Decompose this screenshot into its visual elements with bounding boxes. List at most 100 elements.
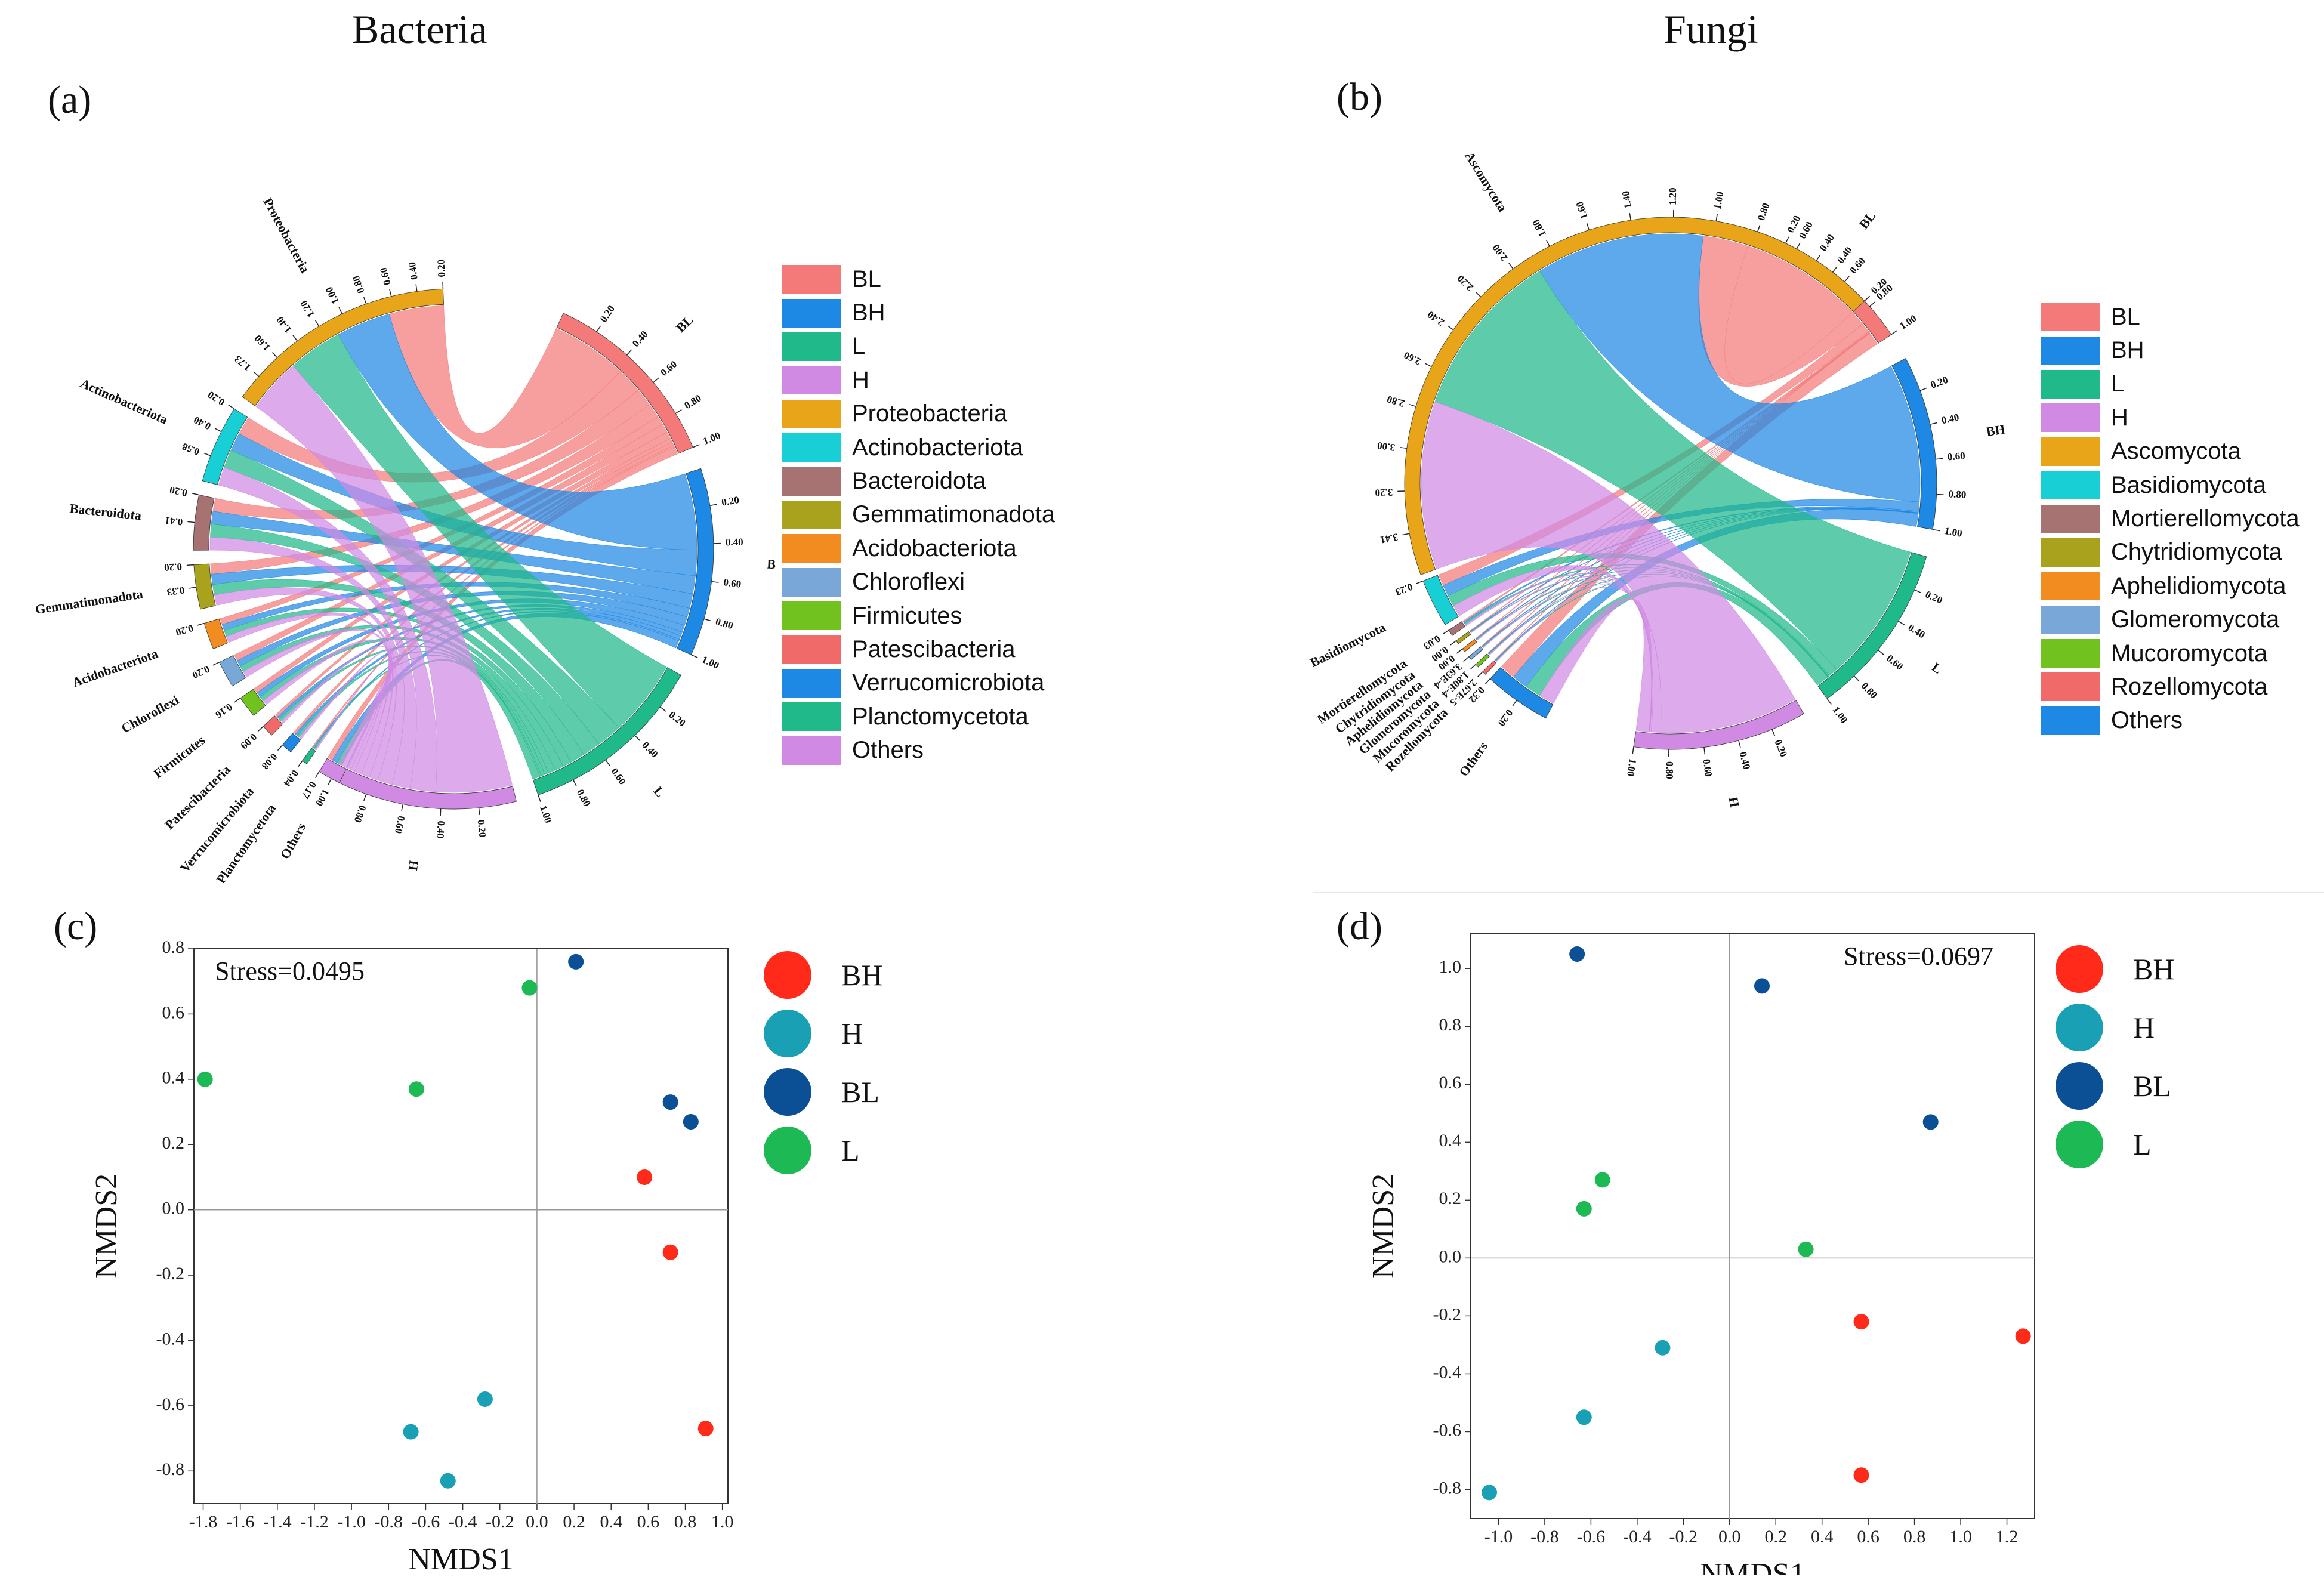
tick-mark	[703, 618, 711, 622]
tick-label: 0.60	[1701, 758, 1715, 777]
legend-dot	[764, 1068, 811, 1116]
point-h	[440, 1473, 456, 1489]
arc-band	[1462, 638, 1477, 652]
tick-label: 0.40	[1817, 232, 1837, 253]
x-tick-label: 1.2	[1996, 1527, 2019, 1547]
arc-band	[1455, 631, 1471, 644]
tick-mark	[1545, 239, 1550, 247]
tick-mark	[675, 409, 682, 414]
tick-mark	[187, 521, 195, 523]
tick-label: 0.80	[1859, 680, 1879, 701]
y-tick-label: -0.4	[156, 1329, 185, 1348]
panel-label-a: (a)	[48, 78, 92, 122]
arc-bacteroidota: 0.41 0.20 Bacteroidota	[69, 484, 215, 551]
tick-mark	[1586, 223, 1590, 230]
x-tick-label: 0.8	[1903, 1527, 1926, 1547]
arc-label: Actinobacteriota	[78, 375, 170, 427]
legend-c-item-bh: BH	[764, 946, 882, 1004]
tick-label: 0.20	[1496, 707, 1516, 728]
y-tick-label: 0.6	[162, 1002, 185, 1022]
y-tick-label: 1.0	[1439, 957, 1462, 977]
tick-mark	[1442, 629, 1449, 635]
arc-band	[282, 733, 301, 752]
legend-dot	[2056, 1121, 2103, 1168]
legend-label: BL	[2133, 1069, 2171, 1103]
tick-label: 0.20	[169, 484, 189, 499]
chord-diagram-fungi: 0.200.400.600.801.00BL0.200.400.600.801.…	[1308, 149, 2007, 808]
panel-label-c: (c)	[54, 905, 98, 948]
legend-swatch	[782, 467, 841, 496]
fungi-title: Fungi	[1663, 7, 1758, 52]
tick-mark	[1456, 648, 1463, 654]
x-tick-label: -1.2	[300, 1512, 329, 1532]
tick-label: 1.80	[1530, 218, 1548, 239]
tick-mark	[538, 795, 541, 802]
tick-label: 0.80	[352, 804, 369, 824]
tick-mark	[1869, 301, 1875, 307]
arc-label: H	[1726, 795, 1742, 808]
tick-mark	[693, 444, 700, 448]
tick-label: 0.33	[166, 584, 185, 598]
y-tick-label: -0.8	[1433, 1478, 1462, 1498]
x-tick-label: -0.2	[1669, 1527, 1698, 1547]
tick-label: 2.40	[1425, 308, 1446, 328]
tick-label: 0.60	[658, 359, 679, 379]
legend-swatch	[2041, 572, 2100, 601]
legend-a-item-chloroflexi: Chloroflexi	[782, 566, 1055, 599]
x-tick-label: -1.0	[337, 1512, 366, 1532]
tick-mark	[1832, 266, 1838, 273]
legend-label: L	[841, 1134, 860, 1167]
tick-label: 0.40	[640, 739, 660, 760]
legend-dot	[2056, 1004, 2103, 1051]
y-axis-title: NMDS2	[1372, 1174, 1400, 1279]
tick-label: 3.41	[1379, 531, 1399, 545]
legend-dot	[764, 1010, 811, 1057]
arc-label: BH	[1985, 421, 2006, 439]
x-tick-label: 0.4	[600, 1512, 622, 1532]
legend-swatch	[2041, 639, 2100, 668]
legend-swatch	[782, 736, 841, 765]
arc-actinobacteriota: 0.58 0.40 0.20 Actinobacteriota	[78, 375, 248, 485]
point-bl	[662, 1094, 678, 1110]
tick-label: 3.20	[1375, 487, 1393, 499]
legend-a-item-others: Others	[782, 733, 1055, 767]
legend-b-item-glomeromycota: Glomeromycota	[2041, 603, 2300, 637]
tick-label: 1.73	[232, 353, 253, 374]
legend-a-item-verrucomicrobiota: Verrucomicrobiota	[782, 666, 1055, 700]
y-tick-label: -0.4	[1433, 1362, 1462, 1382]
x-tick-label: 1.0	[711, 1512, 734, 1532]
arc-label: Ascomycota	[1462, 149, 1510, 214]
tick-label: 0.40	[1906, 622, 1927, 641]
tick-mark	[1484, 678, 1490, 684]
tick-label: 1.60	[252, 332, 273, 353]
arc-label: Others	[277, 820, 309, 862]
legend-label: BH	[2133, 952, 2175, 986]
legend-b-item-bh: BH	[2041, 334, 2300, 367]
legend-a-item-bh: BH	[782, 296, 1055, 329]
arc-h: 0.200.400.600.801.00H	[313, 764, 517, 871]
x-tick-label: 0.4	[1811, 1527, 1834, 1547]
point-bl	[1922, 1114, 1939, 1130]
tick-label: 0.20	[721, 494, 740, 508]
arc-band	[302, 748, 316, 764]
y-tick-label: 0.4	[162, 1068, 185, 1088]
legend-swatch	[782, 702, 841, 732]
point-l	[1576, 1201, 1592, 1217]
tick-mark	[192, 493, 199, 496]
tick-mark	[271, 352, 278, 358]
x-tick-label: -0.6	[1577, 1527, 1606, 1547]
arc-label: Bacteroidota	[69, 501, 142, 523]
legend-swatch	[782, 567, 841, 597]
ribbon-h-others	[339, 657, 399, 769]
legend-label: Patescibacteria	[852, 635, 1016, 662]
x-tick-label: 0.0	[1718, 1527, 1741, 1547]
tick-mark	[1629, 213, 1631, 221]
legend-label: H	[852, 366, 869, 393]
tick-mark	[292, 335, 298, 341]
tick-label: 0.40	[192, 414, 212, 432]
point-bh	[637, 1169, 653, 1185]
tick-mark	[1715, 214, 1718, 221]
tick-label: 0.60	[393, 815, 407, 835]
x-tick-label: -0.6	[412, 1512, 440, 1532]
